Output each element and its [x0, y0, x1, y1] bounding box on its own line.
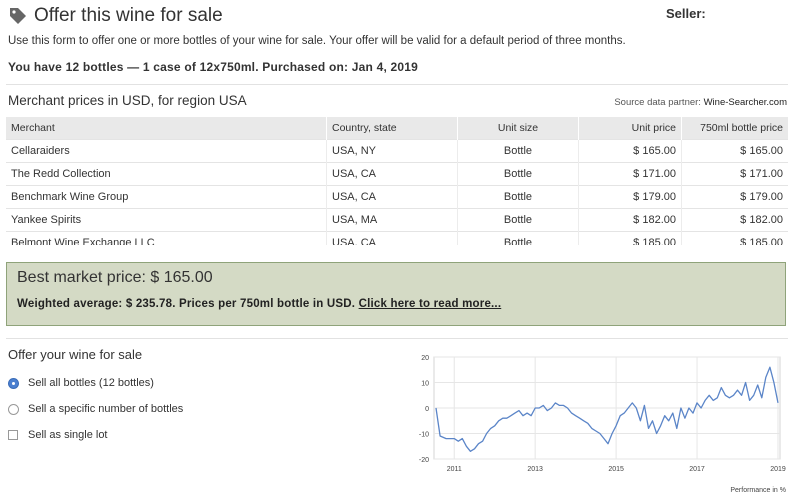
divider [6, 338, 788, 339]
y-tick-label: -10 [419, 432, 429, 439]
source-prefix: Source data partner: [614, 97, 704, 108]
sell-specific-label: Sell a specific number of bottles [28, 403, 184, 415]
bottle-price-cell: $ 182.00 [681, 208, 788, 232]
country-cell: USA, CA [326, 185, 458, 209]
unit-price-cell: $ 165.00 [578, 139, 682, 163]
sell-all-radio[interactable] [8, 377, 19, 389]
sell-specific-radio[interactable] [8, 403, 19, 415]
source-partner: Source data partner: Wine-Searcher.com [614, 97, 787, 108]
bottle-price-cell: $ 179.00 [681, 185, 788, 209]
page-header: Offer this wine for sale [8, 3, 223, 29]
country-cell: USA, NY [326, 139, 458, 163]
country-cell: USA, MA [326, 208, 458, 232]
performance-line [435, 366, 779, 452]
chart-caption: Performance in % [730, 487, 786, 494]
bottles-info: You have 12 bottles — 1 case of 12x750ml… [8, 60, 419, 74]
single-lot-option[interactable]: Sell as single lot [8, 429, 108, 441]
country-cell: USA, CA [326, 231, 458, 245]
table-row: The Redd Collection USA, CA Bottle $ 171… [6, 162, 788, 186]
unit-price-cell: $ 171.00 [578, 162, 682, 186]
x-tick-label: 2017 [689, 466, 705, 473]
x-tick-label: 2015 [608, 466, 624, 473]
column-header[interactable]: Merchant [6, 117, 327, 140]
table-row: Yankee Spirits USA, MA Bottle $ 182.00 $… [6, 208, 788, 232]
x-tick-label: 2011 [447, 466, 462, 473]
table-row: Benchmark Wine Group USA, CA Bottle $ 17… [6, 185, 788, 209]
weighted-average-text: Weighted average: $ 235.78. Prices per 7… [17, 298, 356, 310]
seller-label: Seller: [666, 6, 706, 21]
column-header[interactable]: 750ml bottle price [681, 117, 788, 140]
merchant-cell: Cellaraiders [6, 139, 327, 163]
bottle-price-cell: $ 171.00 [681, 162, 788, 186]
y-tick-label: 20 [421, 355, 429, 362]
read-more-link[interactable]: Click here to read more... [358, 298, 502, 310]
merchant-cell: Yankee Spirits [6, 208, 327, 232]
single-lot-checkbox[interactable] [8, 430, 18, 440]
y-tick-label: 0 [425, 406, 429, 413]
merchant-cell: Belmont Wine Exchange LLC [6, 231, 327, 245]
x-tick-label: 2013 [527, 466, 543, 473]
table-row: Cellaraiders USA, NY Bottle $ 165.00 $ 1… [6, 139, 788, 163]
sell-all-label: Sell all bottles (12 bottles) [28, 377, 154, 389]
offer-title: Offer your wine for sale [8, 347, 143, 362]
unit-price-cell: $ 182.00 [578, 208, 682, 232]
table-row: Belmont Wine Exchange LLC USA, CA Bottle… [6, 231, 788, 245]
best-market-price: Best market price: $ 165.00 [17, 269, 213, 286]
y-tick-label: -20 [419, 457, 429, 464]
single-lot-label: Sell as single lot [28, 429, 108, 441]
page-title: Offer this wine for sale [34, 5, 223, 26]
weighted-average: Weighted average: $ 235.78. Prices per 7… [17, 298, 501, 310]
best-market-price-panel: Best market price: $ 165.00 Weighted ave… [6, 262, 786, 326]
price-tag-icon [10, 8, 26, 24]
unit-size-cell: Bottle [457, 208, 579, 232]
bottle-price-cell: $ 185.00 [681, 231, 788, 245]
merchant-cell: Benchmark Wine Group [6, 185, 327, 209]
merchant-table-container[interactable]: Merchant Country, state Unit size Unit p… [6, 117, 788, 245]
source-name: Wine-Searcher.com [703, 97, 787, 108]
x-tick-label: 2019 [770, 466, 786, 473]
merchant-cell: The Redd Collection [6, 162, 327, 186]
merchant-table: Merchant Country, state Unit size Unit p… [6, 117, 788, 245]
merchant-prices-title: Merchant prices in USD, for region USA [8, 93, 247, 108]
column-header[interactable]: Unit price [578, 117, 682, 140]
performance-chart: 20 10 0 -10 -20 2011 2013 2015 2017 2019 Performan… [419, 355, 786, 494]
country-cell: USA, CA [326, 162, 458, 186]
sell-all-option[interactable]: Sell all bottles (12 bottles) [8, 377, 154, 389]
intro-text: Use this form to offer one or more bottl… [8, 35, 626, 47]
unit-size-cell: Bottle [457, 185, 579, 209]
unit-size-cell: Bottle [457, 231, 579, 245]
sell-specific-option[interactable]: Sell a specific number of bottles [8, 403, 183, 415]
y-tick-label: 10 [421, 381, 429, 388]
bottle-price-cell: $ 165.00 [681, 139, 788, 163]
unit-size-cell: Bottle [457, 162, 579, 186]
unit-price-cell: $ 185.00 [578, 231, 682, 245]
unit-price-cell: $ 179.00 [578, 185, 682, 209]
column-header[interactable]: Unit size [457, 117, 579, 140]
divider [6, 84, 788, 85]
table-header-row: Merchant Country, state Unit size Unit p… [6, 117, 788, 140]
column-header[interactable]: Country, state [326, 117, 458, 140]
unit-size-cell: Bottle [457, 139, 579, 163]
